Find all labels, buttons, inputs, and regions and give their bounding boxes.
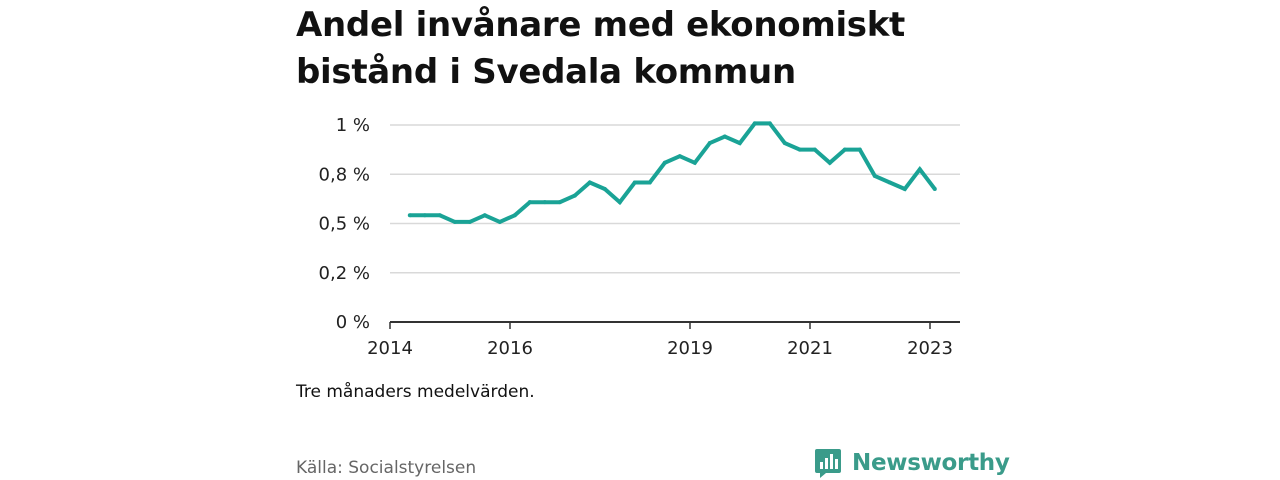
- data-point: [632, 180, 637, 185]
- data-point: [887, 180, 892, 185]
- data-point: [557, 200, 562, 205]
- data-point: [917, 167, 922, 172]
- y-tick-label: 0,2 %: [319, 263, 370, 284]
- data-point: [527, 200, 532, 205]
- x-tick-label: 2019: [667, 338, 713, 359]
- newsworthy-logo[interactable]: Newsworthy: [814, 446, 1010, 480]
- data-point: [782, 141, 787, 146]
- data-point: [407, 213, 412, 218]
- data-point: [452, 219, 457, 224]
- newsworthy-logo-icon: [815, 449, 841, 478]
- y-tick-label: 1 %: [336, 115, 370, 136]
- data-point: [512, 213, 517, 218]
- y-tick-label: 0,5 %: [319, 214, 370, 235]
- data-point: [647, 180, 652, 185]
- data-point: [572, 193, 577, 198]
- x-tick-label: 2016: [487, 338, 533, 359]
- data-point: [812, 147, 817, 152]
- source-credit: Källa: Socialstyrelsen: [296, 458, 477, 478]
- brand-name: Newsworthy: [852, 450, 1010, 476]
- x-tick-label: 2021: [787, 338, 833, 359]
- data-point: [542, 200, 547, 205]
- data-point: [872, 173, 877, 178]
- data-point: [617, 200, 622, 205]
- data-point: [767, 121, 772, 126]
- chart-note: Tre månaders medelvärden.: [296, 382, 535, 402]
- chart-title: Andel invånare med ekonomiskt bistånd i …: [296, 5, 906, 92]
- data-point: [677, 154, 682, 159]
- series-layer: [407, 121, 937, 225]
- y-tick-label: 0 %: [336, 312, 370, 333]
- y-tick-label: 0,8 %: [319, 164, 370, 185]
- data-point: [602, 187, 607, 192]
- data-point: [587, 180, 592, 185]
- y-tick-labels: 0 % 0,2 % 0,5 % 0,8 % 1 %: [319, 115, 370, 333]
- data-point: [482, 213, 487, 218]
- data-point: [437, 213, 442, 218]
- x-tick-label: 2014: [367, 338, 413, 359]
- data-point: [752, 121, 757, 126]
- data-point: [692, 160, 697, 165]
- data-point: [467, 219, 472, 224]
- data-point: [707, 141, 712, 146]
- x-tick-label: 2023: [907, 338, 953, 359]
- x-axis: [389, 321, 960, 329]
- data-point: [422, 213, 427, 218]
- gridlines: [390, 124, 960, 274]
- series-line: [409, 121, 937, 225]
- data-point: [857, 147, 862, 152]
- data-point: [497, 219, 502, 224]
- data-point: [932, 187, 937, 192]
- data-point: [662, 160, 667, 165]
- x-tick-labels: 2014 2016 2019 2021 2023: [367, 338, 953, 359]
- data-point: [902, 187, 907, 192]
- data-point: [842, 147, 847, 152]
- data-point: [737, 141, 742, 146]
- data-point: [827, 160, 832, 165]
- data-point: [797, 147, 802, 152]
- data-point: [722, 134, 727, 139]
